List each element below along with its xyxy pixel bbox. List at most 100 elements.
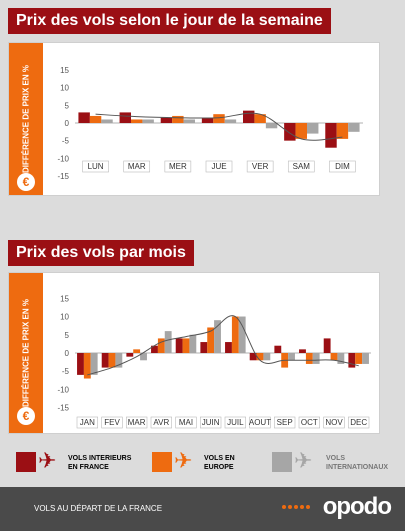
bar-internationaux — [189, 334, 197, 353]
bar-europe — [157, 338, 165, 353]
bar-internationaux — [183, 119, 195, 123]
y-tick-label: -15 — [57, 172, 69, 181]
bar-interieurs — [160, 117, 173, 123]
y-tick-label: 15 — [60, 294, 69, 303]
bar-europe — [305, 353, 313, 364]
category-label-box — [123, 160, 151, 173]
footer-text: VOLS AU DÉPART DE LA FRANCE — [34, 504, 163, 513]
bar-europe — [231, 316, 239, 353]
bar-europe — [207, 327, 215, 353]
bar-europe — [83, 353, 91, 379]
bar-europe — [256, 353, 264, 361]
bar-internationaux — [288, 353, 295, 361]
bar-internationaux — [90, 353, 98, 375]
y-tick-label: 0 — [65, 349, 70, 358]
category-label: SAM — [293, 162, 311, 171]
y-tick-label: 10 — [60, 84, 69, 93]
plane-icon: ✈ — [294, 448, 313, 473]
category-label-box — [200, 416, 222, 429]
category-label: VER — [252, 162, 269, 171]
euro-icon: € — [17, 407, 35, 425]
legend-label: VOLS EN EUROPE — [204, 455, 235, 471]
euro-icon: € — [17, 173, 35, 191]
bar-europe — [330, 353, 338, 361]
bar-internationaux — [164, 331, 172, 353]
bar-interieurs — [101, 353, 109, 368]
y-tick-label: 5 — [65, 331, 70, 340]
category-label: DEC — [350, 418, 367, 427]
bar-interieurs — [151, 345, 158, 353]
bar-europe — [336, 123, 349, 139]
category-label: JUIN — [202, 418, 220, 427]
category-label: AVR — [153, 418, 169, 427]
bar-europe — [172, 115, 184, 123]
bar-interieurs — [243, 110, 255, 123]
category-label-box — [348, 416, 370, 429]
bar-interieurs — [77, 353, 84, 375]
category-label-box — [274, 416, 296, 429]
bar-internationaux — [214, 320, 221, 353]
category-label: OCT — [301, 418, 318, 427]
bar-europe — [89, 115, 102, 123]
y-tick-label: -5 — [62, 367, 70, 376]
trend-line — [95, 112, 343, 141]
category-label-box — [329, 160, 356, 173]
category-label-box — [175, 416, 197, 429]
category-label: LUN — [88, 162, 104, 171]
legend-swatch — [272, 452, 292, 472]
bar-interieurs — [126, 353, 134, 357]
category-label-box — [298, 416, 320, 429]
legend-label: VOLS INTERNATIONAUX — [326, 455, 389, 471]
y-tick-label: -10 — [57, 385, 69, 394]
bar-interieurs — [249, 353, 257, 361]
plane-icon: ✈ — [38, 448, 57, 473]
bar-internationaux — [224, 119, 237, 123]
bar-interieurs — [274, 345, 282, 353]
legend-swatch — [152, 452, 172, 472]
category-label-box — [287, 160, 315, 173]
bar-internationaux — [348, 123, 360, 132]
footer: VOLS AU DÉPART DE LA FRANCE opodo — [0, 487, 405, 531]
bar-europe — [355, 353, 363, 364]
category-label-box — [246, 160, 274, 173]
y-axis-label: DIFFÉRENCE DE PRIX EN % — [21, 64, 31, 174]
month-chart-title: Prix des vols par mois — [8, 240, 194, 266]
bar-interieurs — [284, 123, 296, 141]
weekday-chart-title: Prix des vols selon le jour de la semain… — [8, 8, 331, 34]
bar-interieurs — [225, 342, 232, 353]
bar-interieurs — [175, 338, 183, 353]
y-tick-label: 15 — [60, 66, 69, 75]
bar-internationaux — [337, 353, 345, 364]
bar-interieurs — [200, 342, 208, 353]
bar-interieurs — [119, 112, 131, 123]
y-tick-label: -15 — [57, 404, 69, 413]
category-label: JUE — [211, 162, 226, 171]
bar-interieurs — [299, 349, 306, 353]
category-label: DIM — [335, 162, 350, 171]
category-label: MAR — [128, 162, 146, 171]
bar-europe — [182, 338, 190, 353]
bar-internationaux — [265, 123, 278, 129]
bar-europe — [213, 114, 225, 123]
legend-swatch — [16, 452, 36, 472]
category-label: MER — [169, 162, 187, 171]
bar-europe — [133, 349, 141, 353]
y-tick-label: 5 — [65, 101, 70, 110]
weekday-chart: 15 10 5 0 -5 -10 -15 LUN MAR MER JUE VER SAM DIM — [57, 66, 363, 181]
trend-line — [87, 315, 359, 376]
y-axis-badge: DIFFÉRENCE DE PRIX EN % € — [9, 43, 43, 195]
bar-internationaux — [101, 119, 113, 123]
weekday-chart-panel: DIFFÉRENCE DE PRIX EN % € 15 10 5 0 -5 -10 -15… — [8, 42, 380, 196]
y-tick-label: -5 — [62, 137, 70, 146]
y-tick-label: -10 — [57, 154, 69, 163]
bar-internationaux — [362, 353, 369, 364]
bar-internationaux — [307, 123, 319, 134]
category-label: MAR — [128, 418, 146, 427]
bar-internationaux — [140, 353, 147, 361]
logo-dots-icon — [282, 496, 314, 509]
category-label-box — [224, 416, 246, 429]
category-label: JAN — [80, 418, 95, 427]
legend: ✈ VOLS INTERIEURS EN FRANCE ✈ VOLS EN EU… — [0, 442, 405, 482]
month-chart: 15 10 5 0 -5 -10 -15 JAN FEV MAR AVR MAI JUIN JUIL AOU… — [57, 294, 371, 429]
bar-internationaux — [238, 316, 246, 353]
